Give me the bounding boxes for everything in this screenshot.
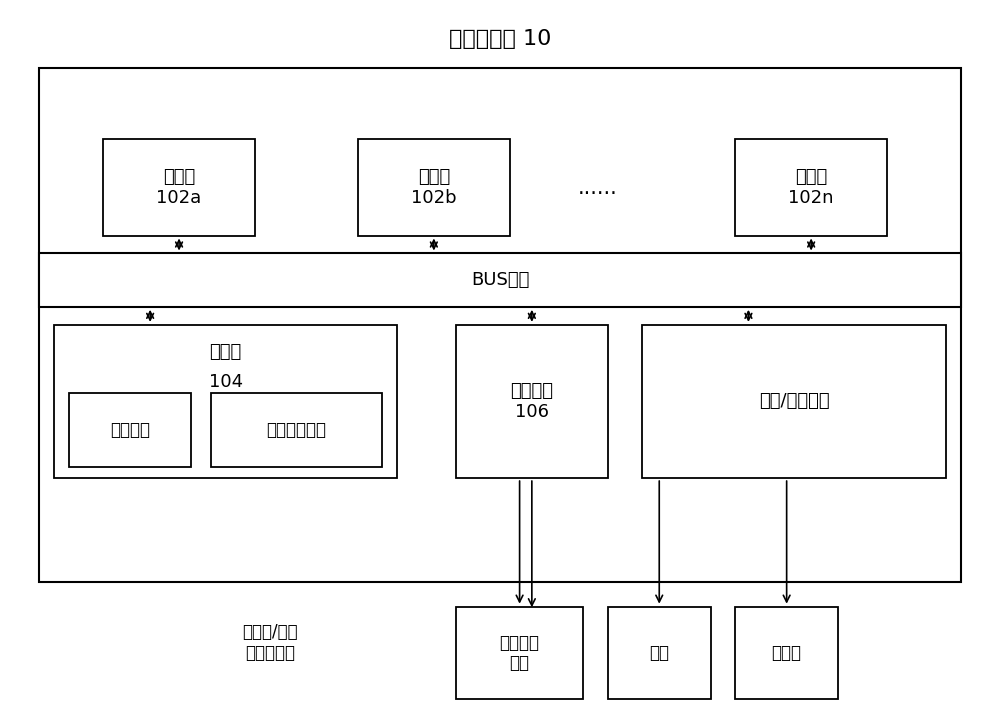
Bar [642,325,946,478]
Bar [103,139,255,236]
Text: 处理器
102b: 处理器 102b [411,168,457,207]
Bar [211,392,382,467]
Bar [456,325,608,478]
Bar [39,253,961,307]
Bar [69,392,191,467]
Bar [358,139,510,236]
Bar [456,606,583,700]
Bar [735,606,838,700]
Text: 光标控制
设备: 光标控制 设备 [500,633,540,673]
Text: 传输模块
106: 传输模块 106 [510,382,553,421]
Text: 处理器
102a: 处理器 102a [156,168,202,207]
Text: 有线和/或无
线网络连接: 有线和/或无 线网络连接 [242,623,298,662]
Bar [608,606,711,700]
Text: 程序指令: 程序指令 [110,421,150,439]
Text: 104: 104 [209,373,243,391]
Text: 存储器: 存储器 [209,343,242,360]
Bar [54,325,397,478]
Bar [39,68,961,582]
Text: 计算机终端 10: 计算机终端 10 [449,29,551,50]
Bar [735,139,887,236]
Text: BUS总线: BUS总线 [471,271,529,289]
Text: ......: ...... [578,178,618,198]
Text: 输入/输出接口: 输入/输出接口 [759,392,829,411]
Text: 显示器: 显示器 [772,644,802,662]
Text: 数据存储装置: 数据存储装置 [267,421,327,439]
Text: 键盘: 键盘 [649,644,669,662]
Text: 处理器
102n: 处理器 102n [788,168,834,207]
